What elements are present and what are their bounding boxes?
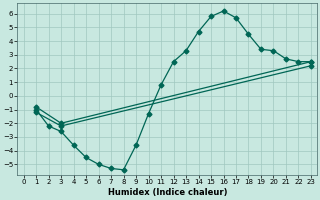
X-axis label: Humidex (Indice chaleur): Humidex (Indice chaleur) — [108, 188, 227, 197]
